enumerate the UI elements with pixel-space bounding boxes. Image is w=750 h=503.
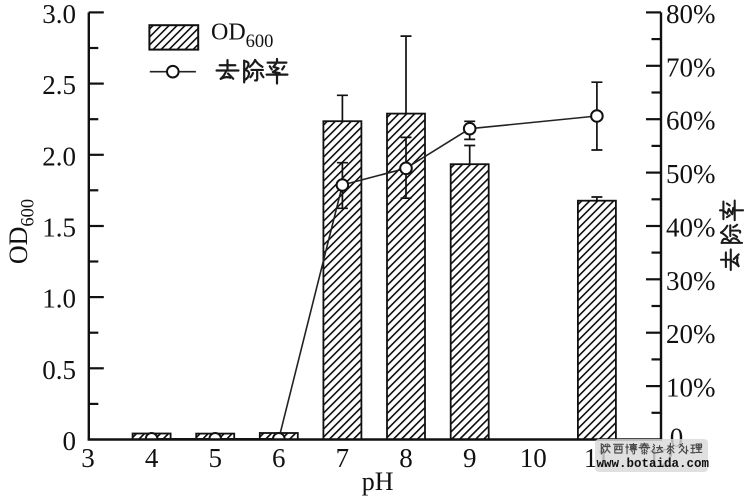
svg-text:2.5: 2.5 — [42, 70, 76, 100]
svg-text:1.5: 1.5 — [42, 213, 76, 243]
svg-text:4: 4 — [145, 443, 159, 473]
svg-text:0: 0 — [63, 426, 77, 456]
svg-text:0.5: 0.5 — [42, 355, 76, 385]
svg-text:6: 6 — [272, 443, 286, 473]
svg-text:10: 10 — [520, 443, 547, 473]
svg-text:1.0: 1.0 — [42, 284, 76, 314]
svg-text:20%: 20% — [666, 319, 716, 349]
svg-text:5: 5 — [208, 443, 222, 473]
svg-text:3.0: 3.0 — [42, 0, 76, 29]
svg-text:www.botaida.com: www.botaida.com — [597, 457, 710, 471]
svg-text:40%: 40% — [666, 213, 716, 243]
svg-text:60%: 60% — [666, 106, 716, 136]
svg-text:70%: 70% — [666, 52, 716, 82]
svg-text:pH: pH — [362, 467, 394, 496]
svg-text:10%: 10% — [666, 373, 716, 403]
svg-text:80%: 80% — [666, 0, 716, 29]
svg-text:50%: 50% — [666, 159, 716, 189]
svg-text:2.0: 2.0 — [42, 141, 76, 171]
svg-text:9: 9 — [463, 443, 477, 473]
svg-text:3: 3 — [81, 443, 95, 473]
svg-text:30%: 30% — [666, 266, 716, 296]
svg-text:7: 7 — [336, 443, 350, 473]
svg-text:8: 8 — [399, 443, 413, 473]
